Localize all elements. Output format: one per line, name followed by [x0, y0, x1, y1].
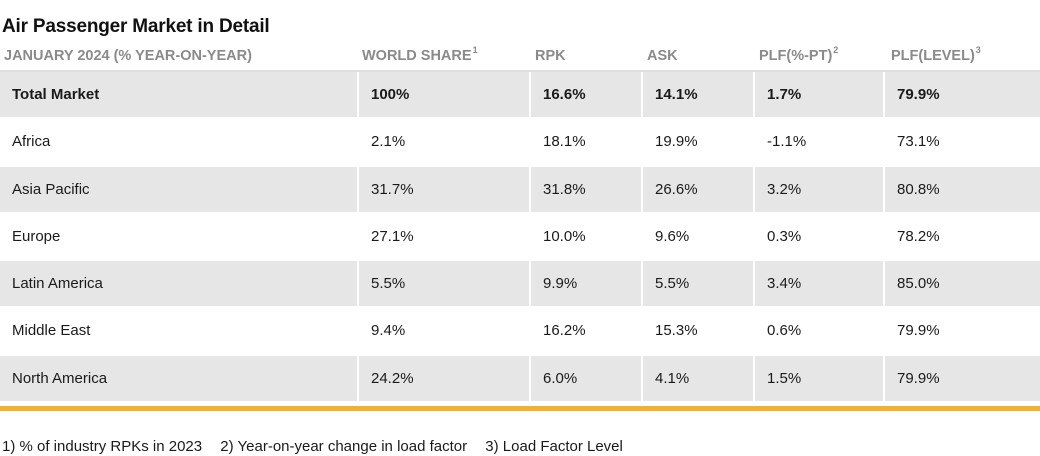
cell-rpk: 18.1%	[543, 133, 586, 151]
table-row: Europe 27.1% 10.0% 9.6% 0.3% 78.2%	[0, 214, 1040, 261]
header-plf-level: PLF(LEVEL)3	[891, 45, 981, 64]
cell-plf-pt: 1.7%	[755, 72, 883, 117]
table-row: Middle East 9.4% 16.2% 15.3% 0.6% 79.9%	[0, 308, 1040, 355]
cell-ask: 15.3%	[655, 322, 698, 340]
header-divider	[0, 70, 1040, 72]
cell-plf-level: 73.1%	[897, 133, 940, 151]
cell-plf-level: 79.9%	[885, 355, 1040, 401]
cell-plf-level: 78.2%	[897, 227, 940, 245]
cell-world-share: 5.5%	[359, 261, 529, 307]
cell-ask: 26.6%	[643, 166, 753, 212]
cell-rpk: 9.9%	[531, 261, 641, 307]
cell-region: Latin America	[0, 261, 357, 307]
footnotes: 1) % of industry RPKs in 2023 2) Year-on…	[2, 438, 637, 455]
cell-plf-pt: 0.6%	[767, 322, 802, 340]
cell-plf-pt: 0.3%	[767, 227, 802, 245]
table-row: Africa 2.1% 18.1% 19.9% -1.1% 73.1%	[0, 119, 1040, 166]
cell-world-share: 27.1%	[371, 227, 414, 245]
cell-world-share: 24.2%	[359, 355, 529, 401]
cell-ask: 5.5%	[643, 261, 753, 307]
cell-rpk: 16.2%	[543, 322, 586, 340]
cell-plf-level: 79.9%	[897, 322, 940, 340]
cell-rpk: 16.6%	[531, 72, 641, 117]
header-rpk: RPK	[535, 48, 566, 64]
header-plf-pt: PLF(%-PT)2	[759, 45, 839, 64]
cell-region: Africa	[12, 133, 51, 151]
cell-world-share: 9.4%	[371, 322, 406, 340]
cell-region: Europe	[12, 227, 61, 245]
market-table: Total Market 100% 16.6% 14.1% 1.7% 79.9%…	[0, 72, 1040, 403]
cell-plf-pt: 3.2%	[755, 166, 883, 212]
table-header: JANUARY 2024 (% YEAR-ON-YEAR) WORLD SHAR…	[0, 44, 1040, 70]
cell-region: North America	[0, 355, 357, 401]
cell-rpk: 6.0%	[531, 355, 641, 401]
table-row: Asia Pacific 31.7% 31.8% 26.6% 3.2% 80.8…	[0, 166, 1040, 214]
header-period: JANUARY 2024 (% YEAR-ON-YEAR)	[4, 48, 252, 64]
cell-region: Middle East	[12, 322, 91, 340]
footnote-2: 2) Year-on-year change in load factor	[220, 438, 468, 455]
cell-plf-level: 79.9%	[885, 72, 1040, 117]
cell-plf-level: 85.0%	[885, 261, 1040, 307]
cell-world-share: 2.1%	[371, 133, 406, 151]
cell-ask: 19.9%	[655, 133, 698, 151]
footnote-1: 1) % of industry RPKs in 2023	[2, 438, 203, 455]
cell-region: Asia Pacific	[0, 166, 357, 212]
cell-plf-pt: -1.1%	[767, 133, 807, 151]
table-row: North America 24.2% 6.0% 4.1% 1.5% 79.9%	[0, 355, 1040, 403]
cell-ask: 4.1%	[643, 355, 753, 401]
cell-ask: 9.6%	[655, 227, 690, 245]
cell-plf-level: 80.8%	[885, 166, 1040, 212]
cell-rpk: 31.8%	[531, 166, 641, 212]
cell-world-share: 100%	[359, 72, 529, 117]
header-world-share: WORLD SHARE1	[362, 45, 478, 64]
header-ask: ASK	[647, 48, 678, 64]
cell-plf-pt: 1.5%	[755, 355, 883, 401]
cell-world-share: 31.7%	[359, 166, 529, 212]
page-title: Air Passenger Market in Detail	[2, 16, 270, 37]
table-row: Latin America 5.5% 9.9% 5.5% 3.4% 85.0%	[0, 261, 1040, 308]
table-row: Total Market 100% 16.6% 14.1% 1.7% 79.9%	[0, 72, 1040, 119]
footnote-3: 3) Load Factor Level	[485, 438, 623, 455]
cell-ask: 14.1%	[643, 72, 753, 117]
cell-plf-pt: 3.4%	[755, 261, 883, 307]
cell-region: Total Market	[0, 72, 357, 117]
accent-bar	[0, 406, 1040, 411]
cell-rpk: 10.0%	[543, 227, 586, 245]
